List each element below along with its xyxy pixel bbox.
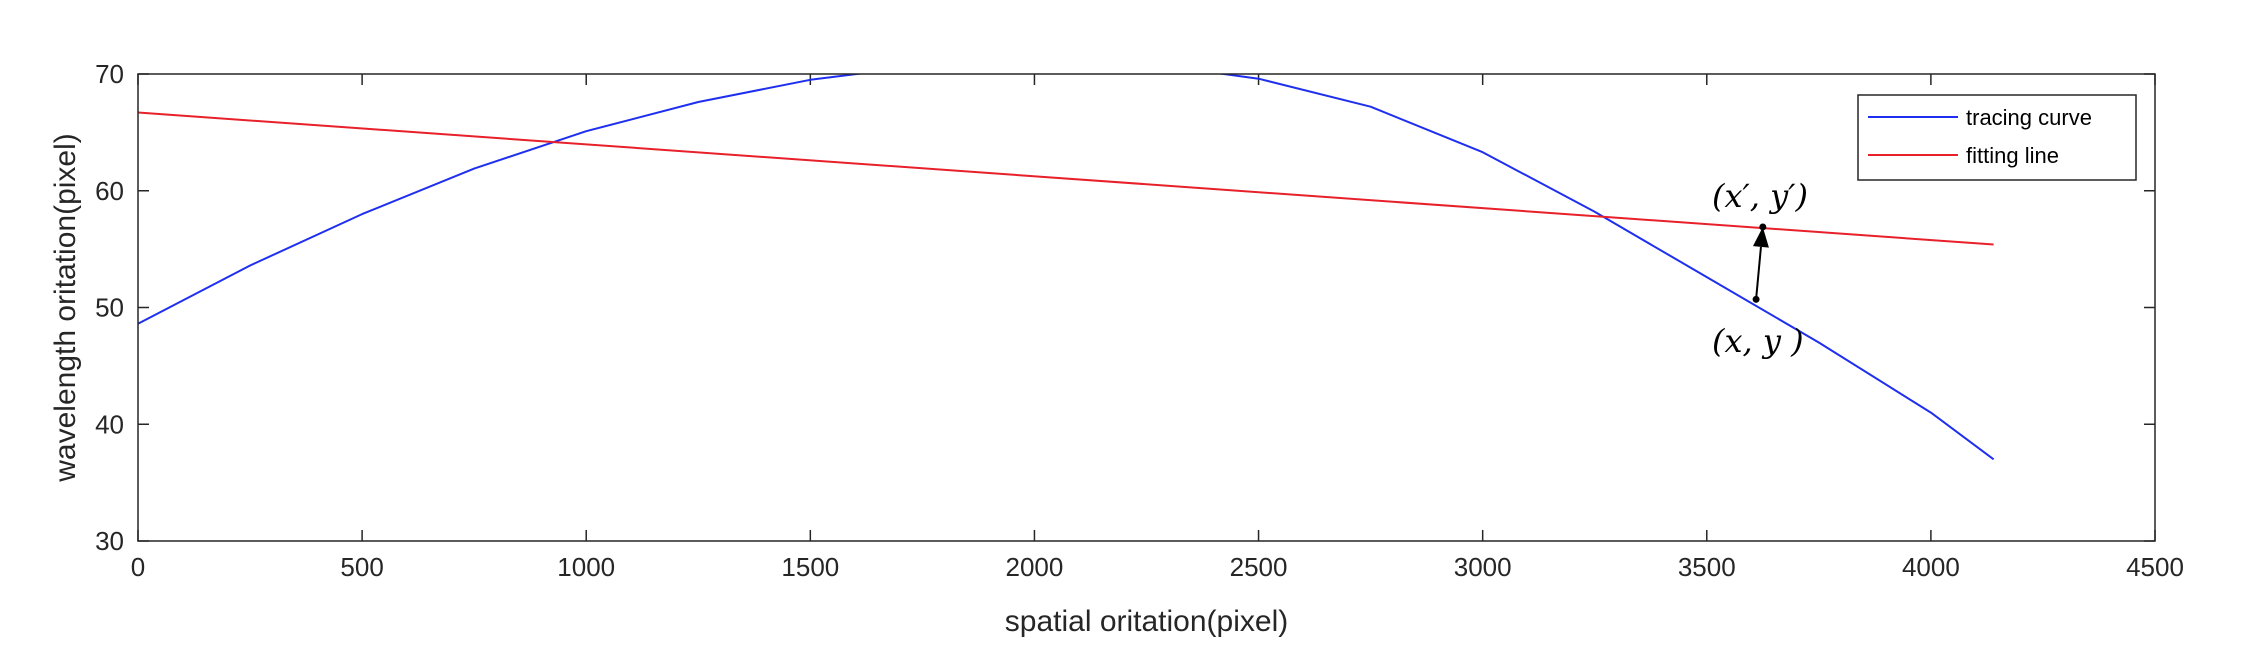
plot-area [138, 74, 1995, 461]
legend: tracing curve fitting line [1857, 94, 2137, 181]
legend-label-tracing-curve: tracing curve [1966, 105, 2092, 130]
series-line-fitting-line [138, 111, 1994, 246]
x-tick-label-0: 0 [131, 552, 145, 582]
axis-ticks: 0 500 1000 1500 2000 2500 3000 3500 4000 4500 30 40… [95, 59, 2184, 582]
annotations: (x′, y′) (x, y ) [1712, 177, 1808, 360]
x-tick-label-2500: 2500 [1230, 552, 1288, 582]
x-axis-label: spatial oritation(pixel) [1005, 605, 1288, 638]
legend-box [1857, 94, 2137, 181]
legend-label-fitting-line: fitting line [1966, 143, 2059, 168]
x-tick-label-500: 500 [340, 552, 383, 582]
x-tick-label-3500: 3500 [1678, 552, 1736, 582]
x-tick-label-4000: 4000 [1902, 552, 1960, 582]
x-tick-label-3000: 3000 [1454, 552, 1512, 582]
y-tick-label-30: 30 [95, 526, 124, 556]
y-axis-label: wavelength oritation(pixel) [49, 133, 82, 483]
x-tick-label-1000: 1000 [557, 552, 615, 582]
annotation-xy: (x, y ) [1712, 322, 1804, 360]
x-tick-label-1500: 1500 [781, 552, 839, 582]
annotation-xy-prime: (x′, y′) [1712, 177, 1808, 215]
y-tick-label-50: 50 [95, 293, 124, 323]
axes-frame [137, 73, 2156, 542]
series-line-tracing-curve [138, 74, 1995, 461]
x-tick-label-2000: 2000 [1006, 552, 1064, 582]
y-tick-label-40: 40 [95, 409, 124, 439]
y-tick-label-60: 60 [95, 176, 124, 206]
x-tick-label-4500: 4500 [2126, 552, 2184, 582]
arrow-shaft [1755, 246, 1762, 300]
y-tick-label-70: 70 [95, 59, 124, 89]
arrow-head [1752, 226, 1769, 248]
